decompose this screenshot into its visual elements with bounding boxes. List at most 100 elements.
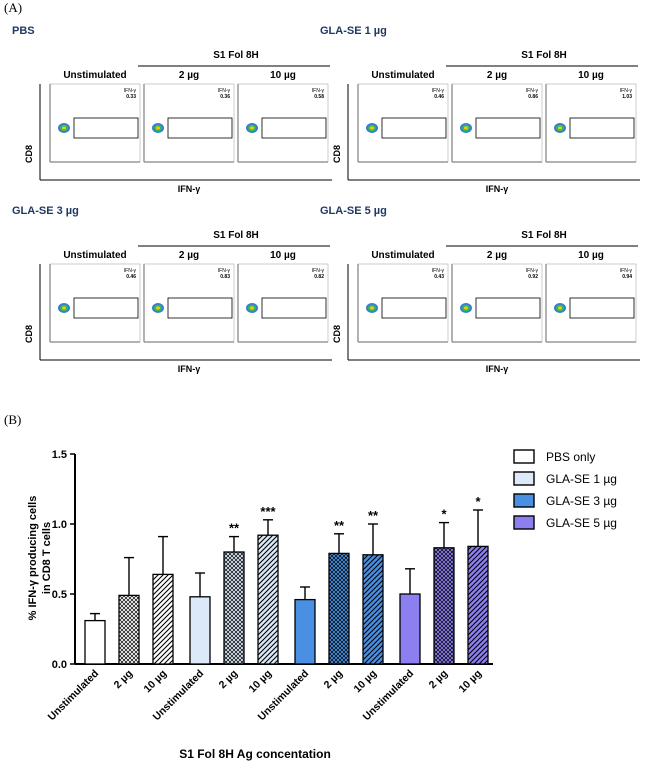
gate-label: IFN-γ xyxy=(124,268,137,274)
column-header: 10 µg xyxy=(578,250,604,261)
gate-value: 0.58 xyxy=(314,94,324,100)
gate-rect xyxy=(261,117,327,139)
stim-header: S1 Fol 8H xyxy=(521,50,567,61)
bar xyxy=(118,594,140,665)
population-core xyxy=(558,126,562,130)
gate-label: IFN-γ xyxy=(312,268,325,274)
bar xyxy=(257,534,279,665)
flow-plot: IFN-γ0.46 xyxy=(49,263,141,343)
flow-plot: IFN-γ1.03 xyxy=(545,83,637,163)
x-axis-label: IFN-γ xyxy=(486,184,509,194)
gate-value: 0.82 xyxy=(314,274,324,280)
column-header: 2 µg xyxy=(179,250,199,261)
gate-rect xyxy=(569,297,635,319)
legend-label: GLA-SE 3 µg xyxy=(546,494,617,508)
bar xyxy=(362,554,384,665)
flow-plot: IFN-γ0.43 xyxy=(357,263,449,343)
significance-label: *** xyxy=(260,504,276,519)
plot-frame xyxy=(237,83,329,163)
column-header: 2 µg xyxy=(487,250,507,261)
legend-label: GLA-SE 1 µg xyxy=(546,472,617,486)
panel-a-letter: (A) xyxy=(4,0,23,15)
gate-rect xyxy=(569,117,635,139)
plot-frame xyxy=(545,263,637,343)
population-core xyxy=(62,126,66,130)
y-axis-label: CD8 xyxy=(24,145,34,163)
population-core xyxy=(558,306,562,310)
flow-plot: IFN-γ0.36 xyxy=(143,83,235,163)
bar xyxy=(328,552,350,665)
plot-frame xyxy=(451,83,543,163)
stim-header: S1 Fol 8H xyxy=(521,230,567,241)
group-title: PBS xyxy=(12,25,35,37)
significance-label: ** xyxy=(229,521,240,536)
population-core xyxy=(464,306,468,310)
x-axis-label: IFN-γ xyxy=(486,364,509,374)
gate-label: IFN-γ xyxy=(312,88,325,94)
population-core xyxy=(464,126,468,130)
gate-value: 0.94 xyxy=(622,274,632,280)
column-header: 10 µg xyxy=(270,70,296,81)
gate-label: IFN-γ xyxy=(124,88,137,94)
x-tick-label: 2 µg xyxy=(112,668,136,692)
bar xyxy=(189,596,211,665)
x-tick-label: 10 µg xyxy=(456,668,484,696)
x-tick-label: 10 µg xyxy=(246,668,274,696)
x-tick-label: 10 µg xyxy=(351,668,379,696)
gate-value: 0.46 xyxy=(126,274,136,280)
gate-rect xyxy=(381,297,447,319)
flow-plot: IFN-γ0.58 xyxy=(237,83,329,163)
bar xyxy=(294,598,316,665)
stim-header: S1 Fol 8H xyxy=(213,50,259,61)
column-header: Unstimulated xyxy=(63,250,126,261)
y-axis-label: CD8 xyxy=(24,325,34,343)
significance-label: * xyxy=(475,494,481,509)
legend-label: GLA-SE 5 µg xyxy=(546,516,617,530)
x-tick-label: 2 µg xyxy=(322,668,346,692)
stim-header: S1 Fol 8H xyxy=(213,230,259,241)
flow-plot: IFN-γ0.46 xyxy=(357,83,449,163)
population-core xyxy=(370,306,374,310)
gate-rect xyxy=(167,297,233,319)
plot-frame xyxy=(143,263,235,343)
plot-frame xyxy=(237,263,329,343)
group-title: GLA-SE 3 µg xyxy=(12,205,79,217)
gate-rect xyxy=(73,297,139,319)
gate-value: 0.86 xyxy=(528,94,538,100)
legend-label: PBS only xyxy=(546,450,595,464)
plot-frame xyxy=(49,83,141,163)
gate-value: 0.36 xyxy=(220,94,230,100)
gate-rect xyxy=(73,117,139,139)
gate-rect xyxy=(381,117,447,139)
y-axis-label-line2: in CD8 T cells xyxy=(41,522,53,594)
gate-value: 0.92 xyxy=(528,274,538,280)
gate-label: IFN-γ xyxy=(432,88,445,94)
gate-label: IFN-γ xyxy=(526,88,539,94)
population-core xyxy=(370,126,374,130)
bar xyxy=(433,547,455,665)
gate-rect xyxy=(475,117,541,139)
gate-label: IFN-γ xyxy=(218,88,231,94)
significance-label: ** xyxy=(334,518,345,533)
gate-value: 1.03 xyxy=(622,94,632,100)
group-title: GLA-SE 5 µg xyxy=(320,205,387,217)
flow-plot: IFN-γ0.82 xyxy=(237,263,329,343)
x-tick-label: 10 µg xyxy=(141,668,169,696)
y-axis-label-line1: % IFN-γ producing cells xyxy=(27,496,39,621)
x-axis-label: IFN-γ xyxy=(178,184,201,194)
gate-label: IFN-γ xyxy=(526,268,539,274)
legend-swatch xyxy=(513,449,535,464)
population-core xyxy=(156,126,160,130)
gate-label: IFN-γ xyxy=(620,88,633,94)
flow-plot: IFN-γ0.83 xyxy=(143,263,235,343)
gate-label: IFN-γ xyxy=(620,268,633,274)
y-tick-label: 1.0 xyxy=(52,519,67,531)
column-header: Unstimulated xyxy=(63,70,126,81)
plot-frame xyxy=(545,83,637,163)
x-tick-label: Unstimulated xyxy=(46,668,102,724)
gate-label: IFN-γ xyxy=(218,268,231,274)
gate-rect xyxy=(261,297,327,319)
significance-label: * xyxy=(441,507,447,522)
